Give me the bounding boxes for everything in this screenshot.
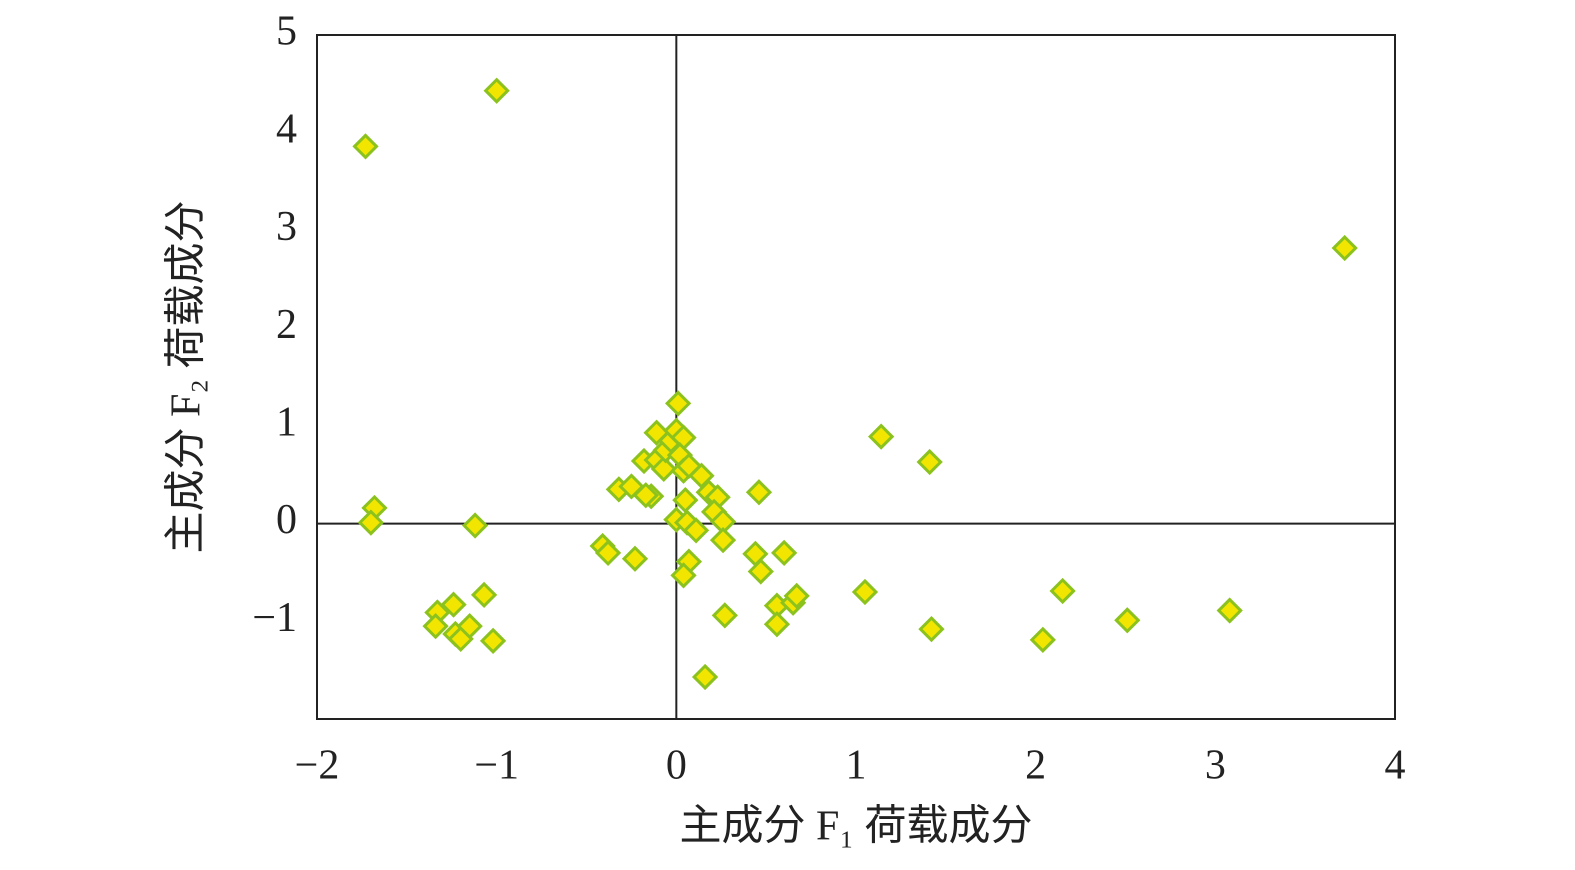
x-tick-label: −1 [474,743,519,789]
point [868,423,895,450]
point [422,613,449,640]
point [632,482,659,509]
point [918,615,945,643]
point [851,578,879,606]
point [711,602,738,629]
x-tick-label: 0 [666,743,687,789]
point [621,545,649,572]
point [763,611,791,638]
plot-frame [316,34,1396,720]
point [1029,626,1056,653]
point [682,517,710,544]
point [691,663,719,691]
x-tick-label: 3 [1205,743,1226,789]
point [594,539,622,567]
x-tick-label: 4 [1385,743,1406,789]
point [352,133,379,160]
point [672,486,699,514]
point [745,479,773,506]
point [1049,577,1076,605]
point [440,591,467,618]
y-axis-label: 主成分 F₂ 荷载成分 [164,200,210,553]
y-tick-label: 0 [276,497,297,543]
x-tick-label: −2 [295,743,340,789]
point [665,390,692,417]
y-tick-label: 1 [276,399,297,445]
point [456,613,483,640]
point [1216,597,1243,624]
point [483,77,510,104]
point [357,509,385,536]
y-tick-label: 5 [276,9,297,55]
y-tick-label: 3 [276,204,297,250]
x-axis-label: 主成分 F₁ 荷载成分 [679,804,1032,850]
point [1331,234,1358,262]
y-tick-label: 2 [276,302,297,348]
point [461,512,489,539]
point [479,627,507,654]
x-tick-label: 2 [1025,743,1046,789]
point [916,448,943,476]
point [618,473,645,500]
y-tick-label: 4 [276,106,297,152]
point [650,455,677,482]
point [1114,607,1141,634]
point [470,581,498,609]
point [670,562,697,589]
point [747,558,774,585]
x-tick-label: 1 [846,743,867,789]
point [771,539,798,567]
y-tick-label: −1 [252,595,297,641]
point [709,527,737,554]
point [783,582,810,610]
